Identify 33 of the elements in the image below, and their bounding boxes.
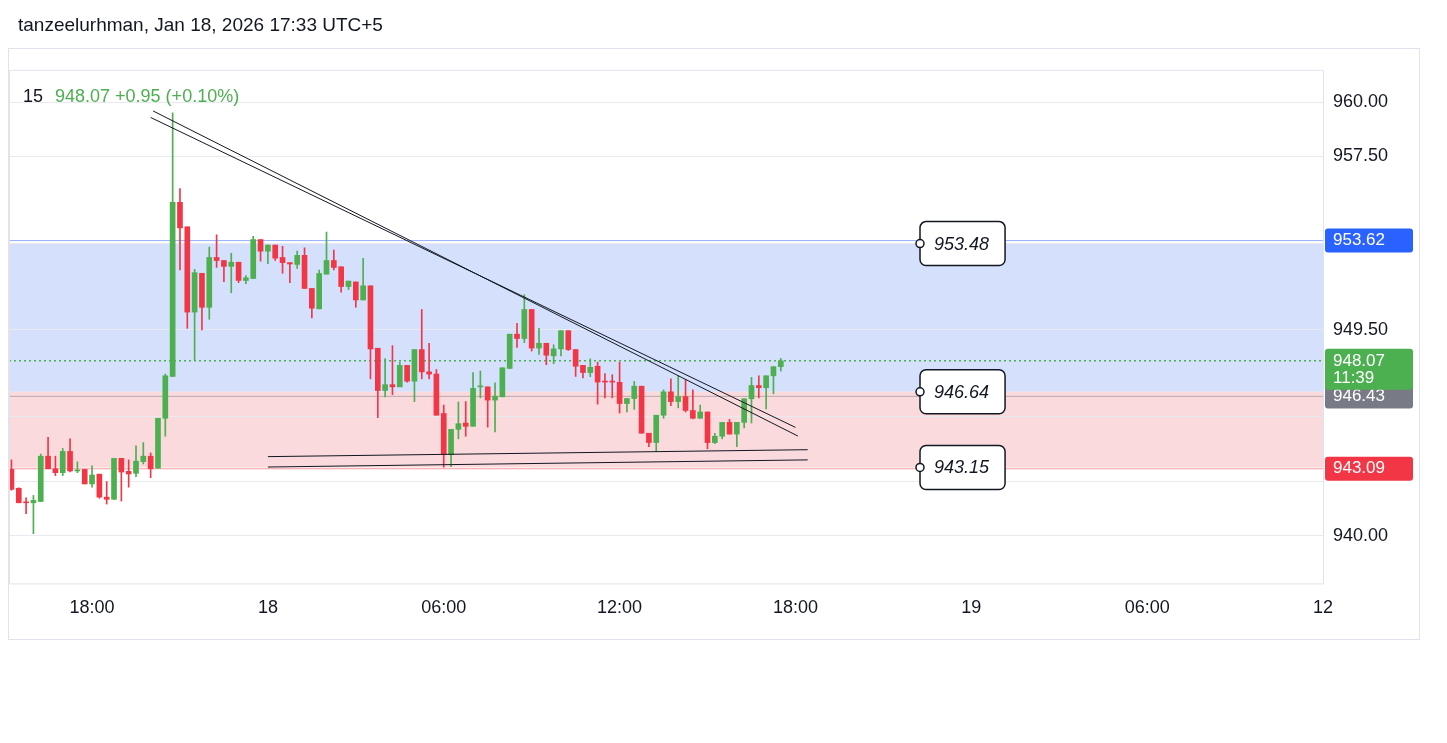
ref-line-label: 953.62 <box>1333 230 1385 250</box>
annotation: 953.48 <box>934 233 990 254</box>
y-tick-label: 949.50 <box>1333 318 1389 339</box>
x-tick-label: 18:00 <box>772 597 818 618</box>
text: tanzeelurhman, Jan 18, 2026 17:33 UTC+5 <box>18 14 383 35</box>
text: 948.07 +0.95 (+0.10%) <box>55 85 240 106</box>
candlestick <box>125 459 132 488</box>
candlestick <box>462 401 469 437</box>
x-tick-label: 18:00 <box>69 597 115 618</box>
text: 15 <box>23 85 44 106</box>
y-tick-label: 960.00 <box>1333 91 1389 112</box>
x-tick-label: 06:00 <box>1124 597 1170 618</box>
candlestick <box>382 358 388 398</box>
x-tick-label: 18 <box>257 597 278 618</box>
annotation: 943.15 <box>934 457 991 478</box>
candlestick <box>755 375 762 399</box>
x-tick-label: 12 <box>1312 597 1334 618</box>
y-tick-label: 957.50 <box>1333 145 1389 166</box>
x-tick-label: 12:00 <box>597 597 643 618</box>
x-tick-label: 06:00 <box>421 597 467 618</box>
candlestick <box>103 481 110 505</box>
candlestick <box>514 323 520 348</box>
candlestick <box>536 328 542 355</box>
ref-line-label: 948.07 11:39 <box>1333 350 1385 387</box>
candlestick <box>492 382 498 433</box>
candlestick <box>228 253 235 294</box>
candlestick <box>287 262 293 283</box>
ref-line-label: 946.43 <box>1333 386 1385 406</box>
x-tick-label: 19 <box>961 597 982 618</box>
annotation: 946.64 <box>934 381 990 402</box>
ref-line-label: 943.09 <box>1333 458 1385 478</box>
candlestick <box>675 375 682 409</box>
y-tick-label: 940.00 <box>1333 524 1389 545</box>
